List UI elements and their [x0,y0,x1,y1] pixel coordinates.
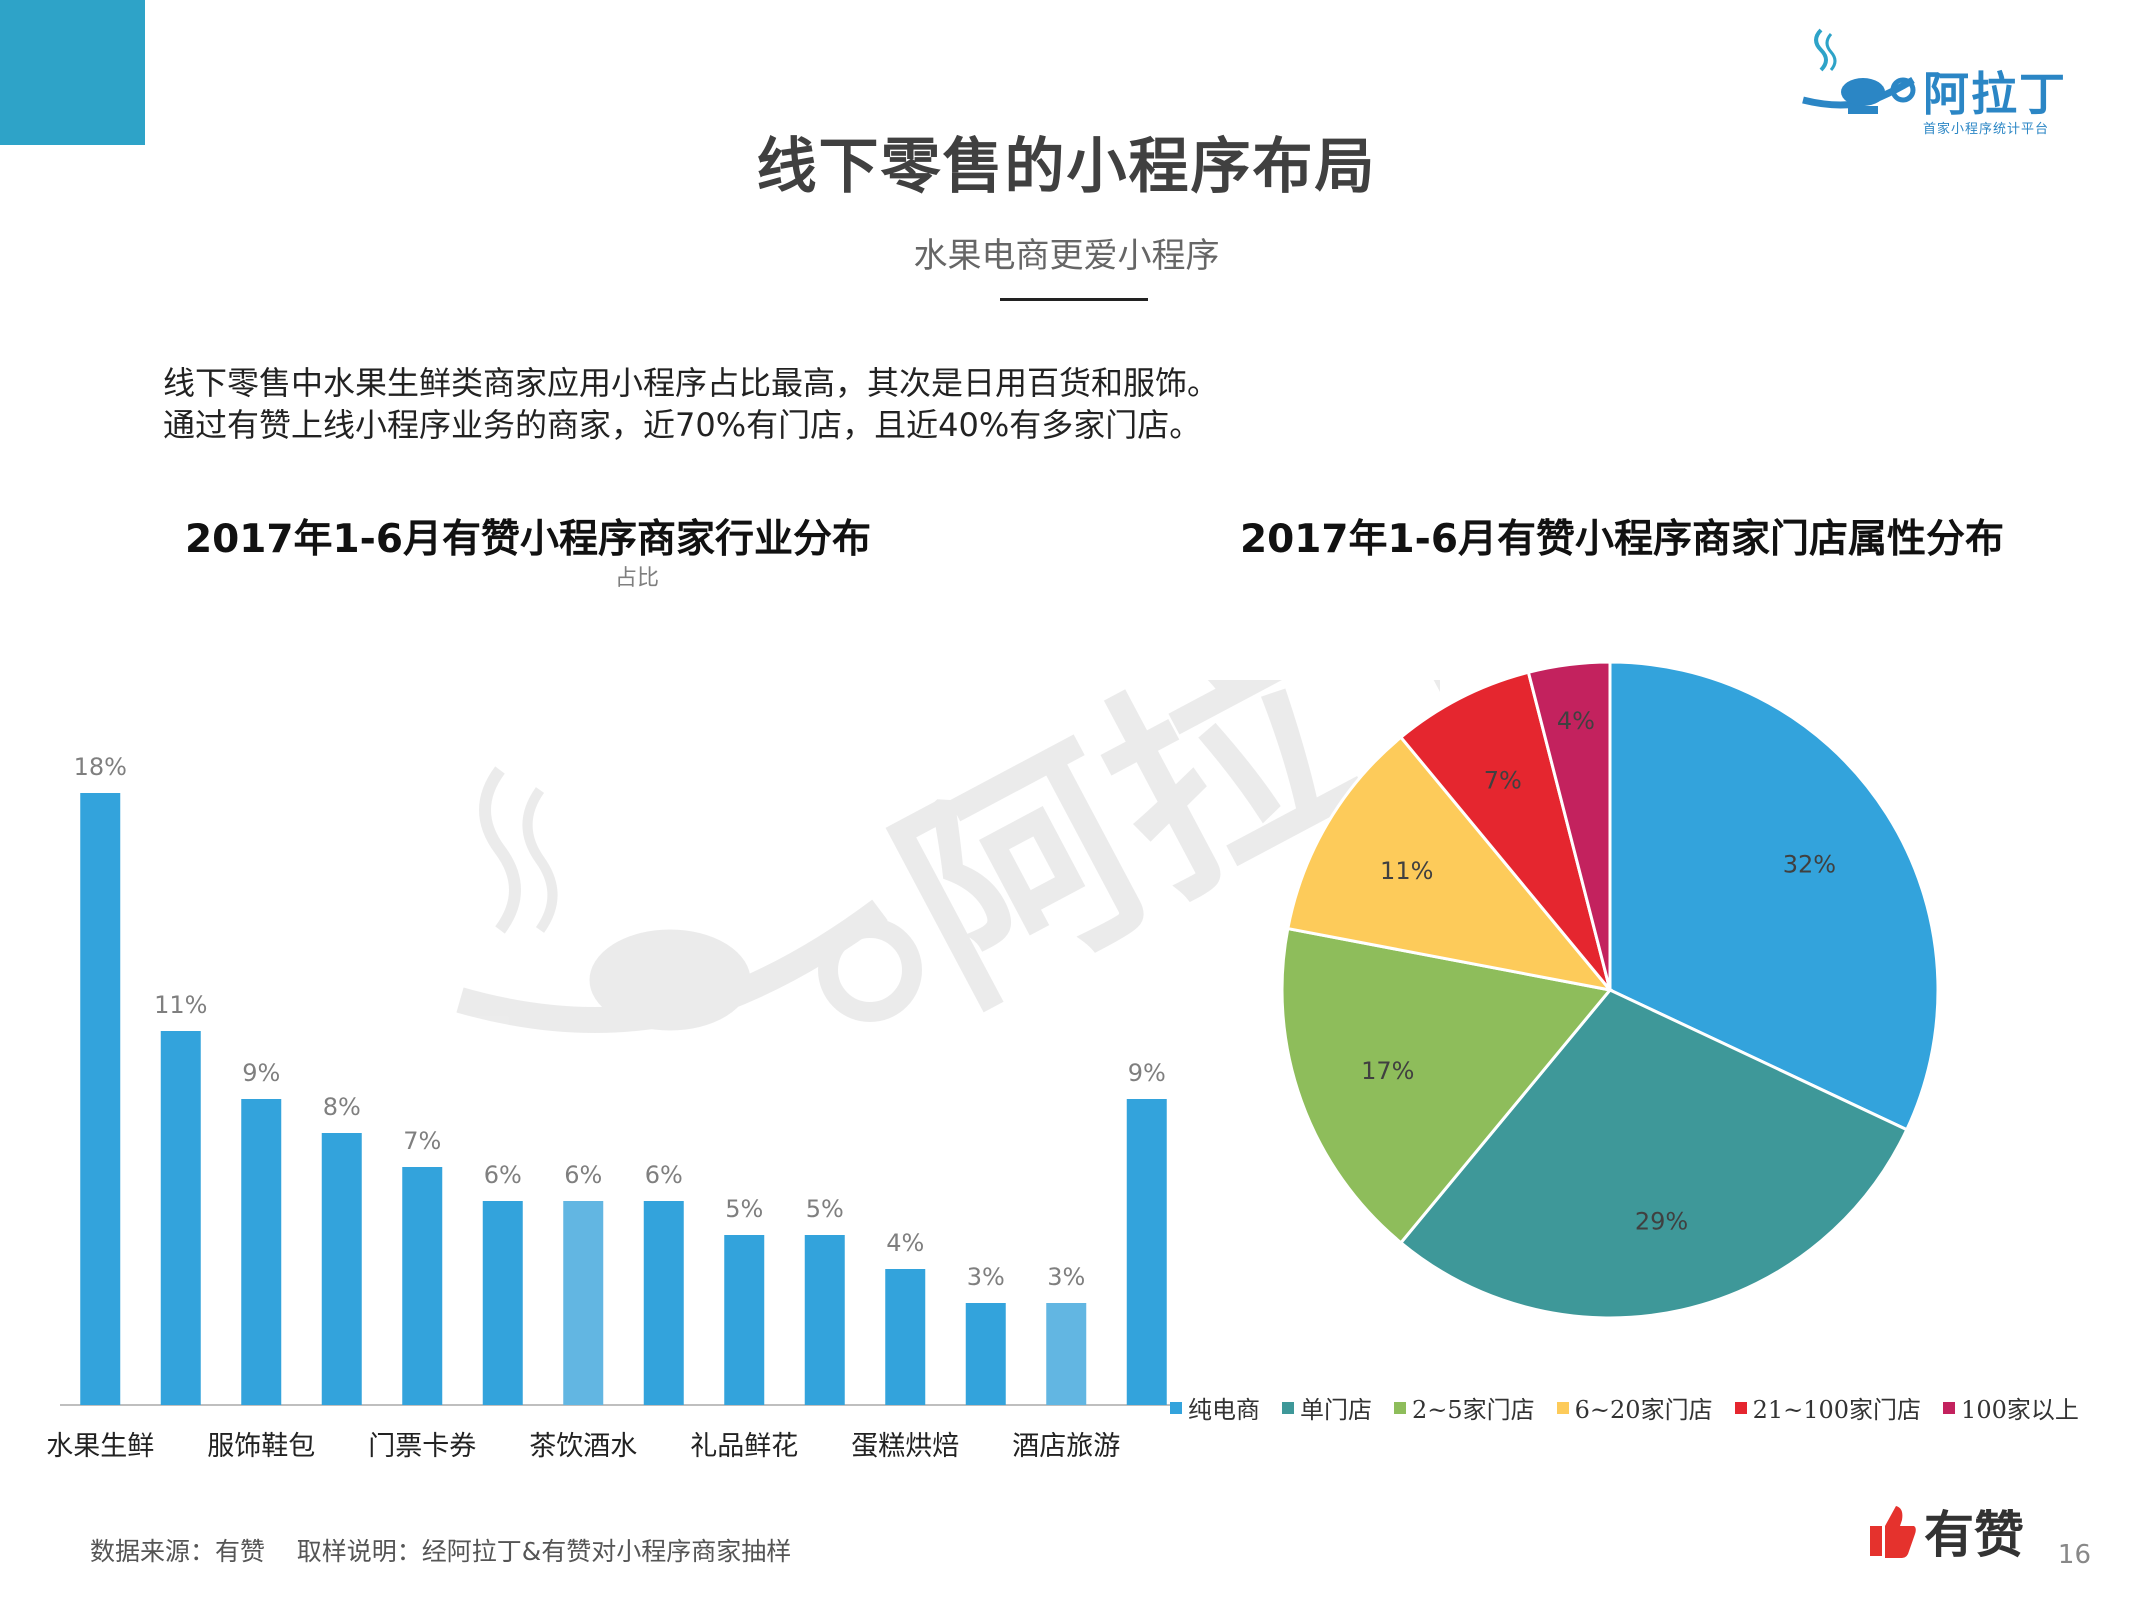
bar-value-label: 11% [154,991,207,1019]
youzan-logo: 有赞 [1870,1495,2024,1567]
bar-chart-title: 2017年1-6月有赞小程序商家行业分布 [185,517,872,562]
legend-label: 纯电商 [1188,1396,1260,1424]
category-label: 蛋糕烘焙 [851,1431,959,1462]
bar [241,1099,282,1405]
bar [643,1201,684,1405]
intro-line-2: 通过有赞上线小程序业务的商家，近70%有门店，且近40%有多家门店。 [163,406,1202,444]
category-label: 茶饮酒水 [529,1431,637,1462]
legend-label: 单门店 [1300,1396,1372,1424]
youzan-text: 有赞 [1924,1506,2024,1564]
legend-swatch [1943,1401,1956,1414]
legend-item: 100家以上 [1943,1390,2079,1425]
bar-value-label: 3% [1047,1263,1085,1291]
pie-legend: 纯电商 单门店 2~5家门店 6~20家门店 21~100家门店 100家以上 [1170,1390,2079,1425]
pie-slice-label: 17% [1361,1057,1414,1085]
thumbs-up-icon [1870,1506,1916,1558]
legend-item: 纯电商 [1170,1390,1260,1425]
pie-slice-label: 4% [1557,707,1595,735]
bar [80,793,121,1405]
pie-slice [1398,670,1612,991]
pie-slice-label: 29% [1635,1207,1688,1235]
legend-item: 21~100家门店 [1734,1390,1922,1425]
pie-slice [1398,988,1909,1320]
source-note: 数据来源：有赞 取样说明：经阿拉丁&有赞对小程序商家抽样 [90,1537,792,1566]
bar [160,1031,201,1405]
bar [563,1201,604,1405]
pie-slice [1280,926,1613,1245]
pie-slice [1526,660,1612,991]
pie-slice [1286,735,1614,993]
legend-label: 6~20家门店 [1574,1396,1713,1424]
bar [1126,1099,1167,1405]
bar [482,1201,523,1405]
legend-swatch [1394,1401,1406,1414]
bar-value-label: 6% [564,1161,602,1189]
legend-swatch [1556,1401,1569,1414]
legend-label: 21~100家门店 [1752,1396,1922,1424]
bar-value-label: 5% [806,1195,844,1223]
page-subtitle: 水果电商更爱小程序 [913,236,1220,276]
bar-value-label: 4% [886,1229,924,1257]
pie-slice-label: 11% [1380,857,1433,885]
bar-value-label: 9% [242,1059,280,1087]
page-title: 线下零售的小程序布局 [756,132,1377,202]
legend-swatch [1734,1401,1747,1414]
aladdin-logo: 阿拉丁 首家小程序统计平台 [1793,20,2093,150]
legend-label: 100家以上 [1961,1396,2079,1424]
bar-value-label: 6% [645,1161,683,1189]
bar [321,1133,362,1405]
bar-value-label: 3% [967,1263,1005,1291]
pie-slice [1608,660,1940,1132]
legend-item: 2~5家门店 [1394,1390,1535,1425]
logo-subtitle: 首家小程序统计平台 [1923,122,2050,137]
corner-accent-block [0,0,145,145]
bar [885,1269,926,1405]
lamp-icon [1802,28,1916,114]
bar-value-label: 7% [403,1127,441,1155]
bar [402,1167,443,1405]
pie-slice-label: 32% [1783,850,1836,878]
bar-chart-subtitle: 占比 [615,566,660,591]
legend-swatch [1282,1401,1294,1414]
bar [724,1235,765,1405]
category-label: 酒店旅游 [1012,1431,1120,1462]
category-label: 服饰鞋包 [207,1431,315,1462]
store-pie-chart: 32% 29% 17% 11% 7% 4% [1280,660,1940,1320]
intro-text: 线下零售中水果生鲜类商家应用小程序占比最高，其次是日用百货和服饰。 通过有赞上线… [163,362,1219,446]
category-label: 水果生鲜 [46,1431,154,1462]
pie-chart-title: 2017年1-6月有赞小程序商家门店属性分布 [1240,517,2005,562]
legend-item: 6~20家门店 [1556,1390,1713,1425]
legend-swatch [1170,1401,1182,1414]
bar-value-label: 9% [1128,1059,1166,1087]
bar-value-label: 6% [484,1161,522,1189]
bar-value-label: 18% [74,753,127,781]
bar [965,1303,1006,1405]
category-label: 门票卡券 [368,1431,476,1462]
title-underline [1000,298,1148,301]
bar-value-label: 5% [725,1195,763,1223]
intro-line-1: 线下零售中水果生鲜类商家应用小程序占比最高，其次是日用百货和服饰。 [163,364,1220,402]
legend-label: 2~5家门店 [1412,1396,1535,1424]
pie-slice-label: 7% [1484,767,1522,795]
bar [804,1235,845,1405]
page-number: 16 [2057,1540,2091,1570]
legend-item: 单门店 [1282,1390,1372,1425]
bar [1046,1303,1087,1405]
industry-bar-chart: 18% 水果生鲜 11% 9% 服饰鞋包 8% 7% 门票卡券 6% 6% 茶饮酒水 6% 5% 礼品鲜花… [46,753,1170,1462]
logo-text: 阿拉丁 [1923,67,2067,121]
category-label: 礼品鲜花 [690,1431,798,1462]
bar-value-label: 8% [323,1093,361,1121]
